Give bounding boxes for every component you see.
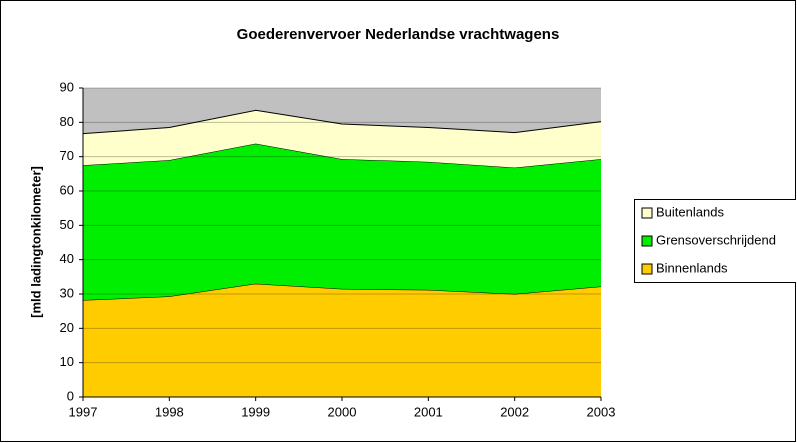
x-tick-label: 2001 xyxy=(414,404,443,419)
x-tick-label: 2000 xyxy=(328,404,357,419)
y-tick-label: 0 xyxy=(67,388,74,403)
legend-label: Grensoverschrijdend xyxy=(656,232,776,247)
y-tick-label: 70 xyxy=(60,148,74,163)
y-tick-label: 10 xyxy=(60,354,74,369)
y-axis-label: [mld ladingtonkilometer] xyxy=(28,166,43,318)
y-tick-label: 40 xyxy=(60,251,74,266)
y-tick-label: 20 xyxy=(60,320,74,335)
area xyxy=(83,110,601,168)
legend-label: Binnenlands xyxy=(656,260,728,275)
x-tick-label: 2002 xyxy=(500,404,529,419)
x-tick-label: 1997 xyxy=(69,404,98,419)
x-tick-label: 1999 xyxy=(241,404,270,419)
legend-label: Buitenlands xyxy=(656,204,724,219)
legend-box xyxy=(634,199,796,283)
legend: Buitenlands Grensoverschrijdend Binnenland… xyxy=(634,199,796,283)
x-tick-label: 2003 xyxy=(587,404,616,419)
y-tick-label: 30 xyxy=(60,285,74,300)
y-tick-label: 90 xyxy=(60,79,74,94)
area xyxy=(83,143,601,301)
legend-swatch xyxy=(641,263,653,275)
area xyxy=(83,283,601,397)
legend-swatch xyxy=(641,235,653,247)
area-edge xyxy=(82,109,602,135)
chart-title: Goederenvervoer Nederlandse vrachtwagens xyxy=(237,26,560,43)
legend-swatch xyxy=(641,207,653,219)
x-tick-label: 1998 xyxy=(155,404,184,419)
y-tick-label: 50 xyxy=(60,217,74,232)
y-tick-label: 80 xyxy=(60,114,74,129)
y-tick-label: 60 xyxy=(60,182,74,197)
